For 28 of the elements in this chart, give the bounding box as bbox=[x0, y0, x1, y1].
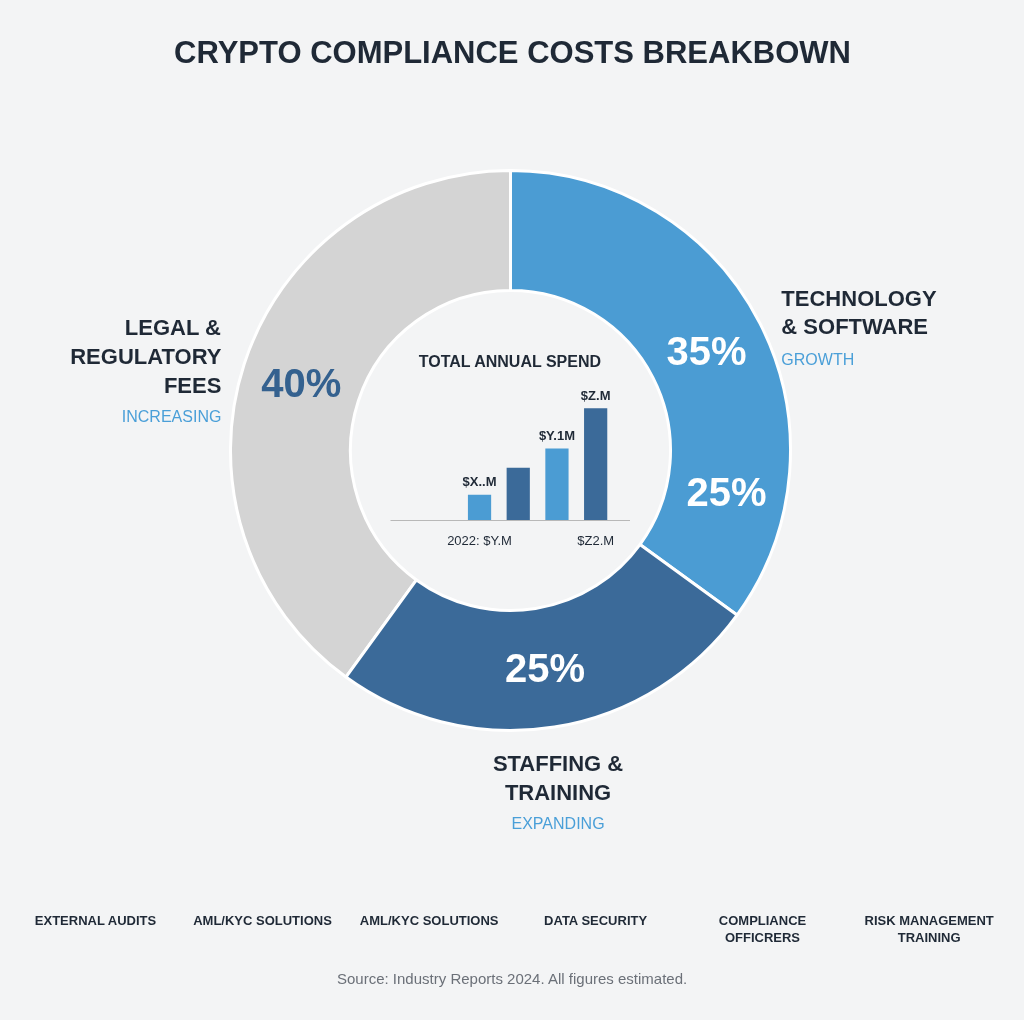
category-label: RISK MANAGEMENT TRAINING bbox=[864, 912, 994, 945]
text: GROWTH bbox=[781, 351, 855, 369]
data-label: 40% bbox=[261, 360, 342, 405]
bar bbox=[467, 494, 492, 521]
bar bbox=[584, 408, 608, 521]
category-label: EXTERNAL AUDITS bbox=[34, 912, 157, 928]
bar bbox=[506, 467, 530, 521]
text: INCREASING bbox=[121, 408, 222, 426]
annotation: $X..M bbox=[462, 474, 497, 490]
text: 25% bbox=[686, 469, 767, 514]
source-note: Source: Industry Reports 2024. All figures estimated. bbox=[337, 970, 688, 987]
category-label: DATA SECURITY bbox=[544, 912, 648, 928]
slice-label: STAFFING & TRAINING bbox=[492, 750, 624, 805]
chart-title: CRYPTO COMPLIANCE COSTS BREAKBOWN bbox=[174, 35, 851, 70]
x-tick-label: 2022: $Y.M bbox=[447, 532, 512, 548]
data-label: 35% bbox=[666, 328, 747, 373]
category-label: COMPLIANCE OFFICRERS bbox=[718, 912, 807, 945]
text: EXPANDING bbox=[511, 814, 605, 832]
annotation: $Z.M bbox=[580, 387, 611, 403]
slice-label: TECHNOLOGY & SOFTWARE bbox=[781, 285, 937, 340]
category-label: AML/KYC SOLUTIONS bbox=[359, 912, 499, 928]
category-label: AML/KYC SOLUTIONS bbox=[193, 912, 333, 928]
chart-title: TOTAL ANNUAL SPEND bbox=[418, 352, 602, 370]
data-label: 25% bbox=[504, 645, 585, 690]
bar bbox=[545, 448, 569, 521]
annotation: $Y.1M bbox=[538, 428, 576, 444]
slice-label: LEGAL & REGULATORY FEES bbox=[70, 315, 222, 398]
x-tick-label: $Z2.M bbox=[577, 532, 615, 548]
